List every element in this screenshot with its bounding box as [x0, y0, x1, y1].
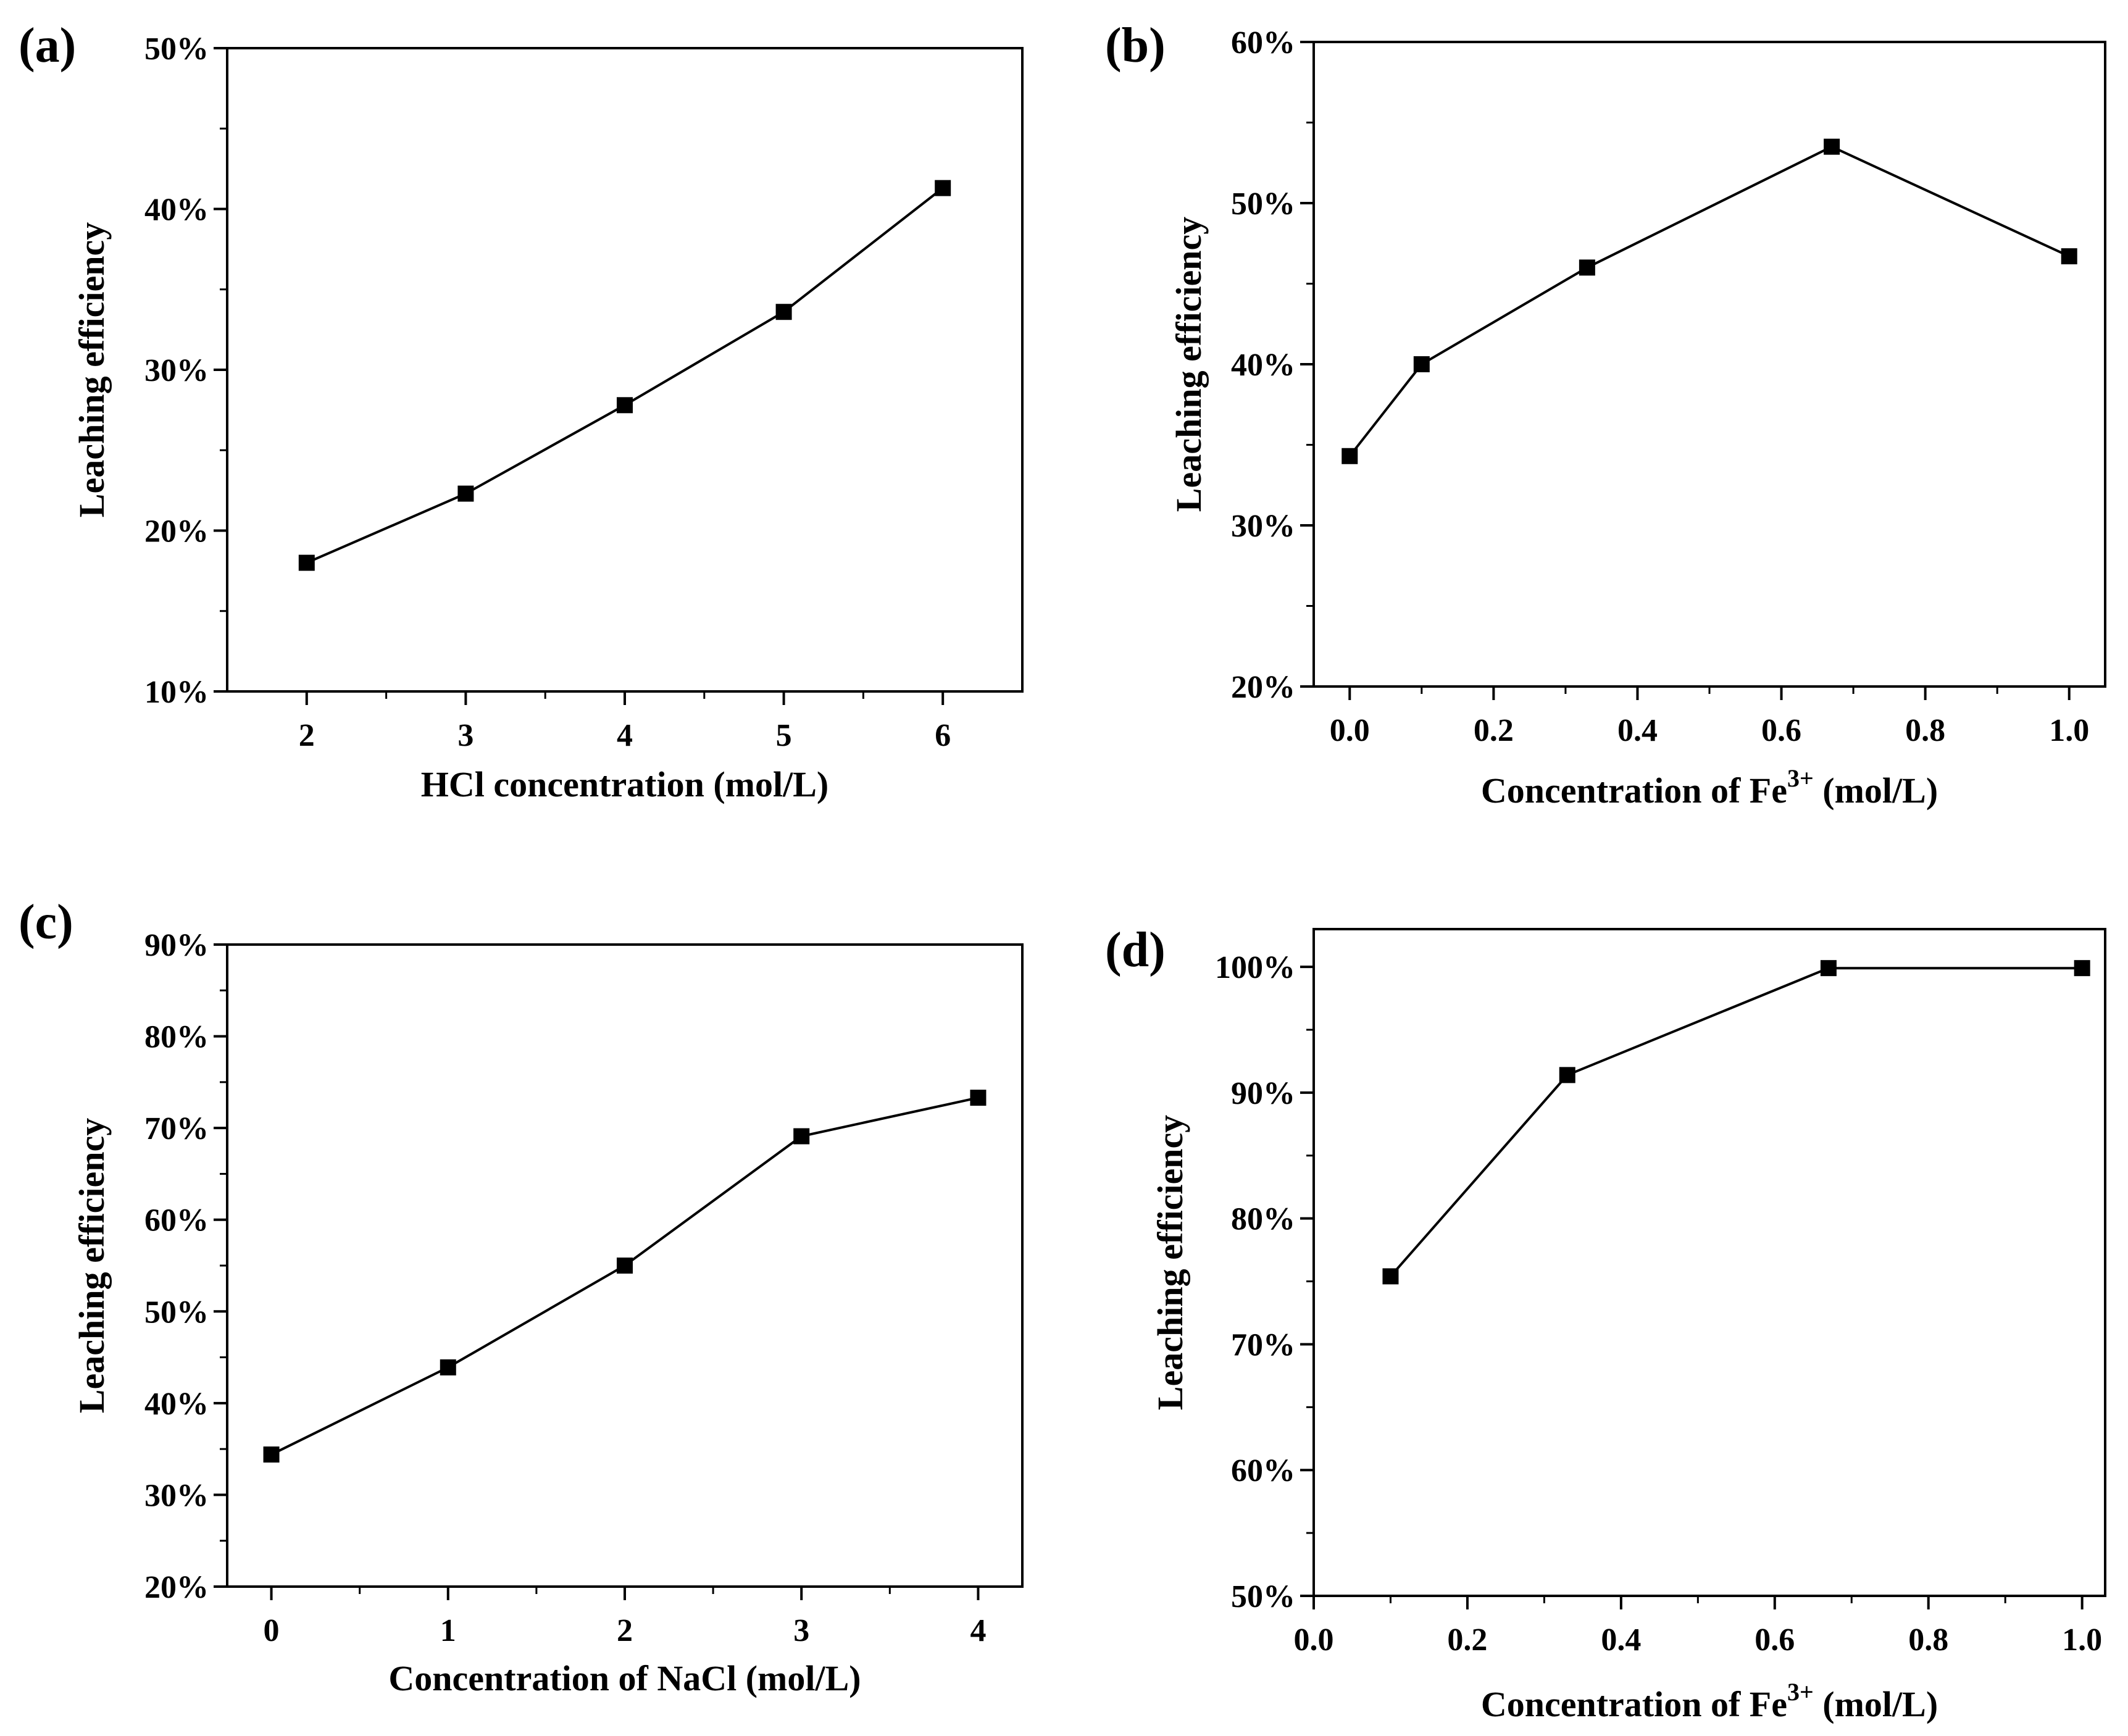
panel-d-series-line [1389, 967, 2082, 1277]
panel-c-y-tick-label: 90% [144, 928, 209, 963]
panel-b-plot-frame [1312, 41, 2106, 688]
panel-b-y-tick-label: 40% [1231, 348, 1295, 383]
panel-d-x-tick-label: 0.8 [1908, 1622, 1948, 1658]
panel-d-data-point [1820, 960, 1837, 977]
panel-c-data-point [617, 1258, 633, 1274]
panel-a-x-tick-label: 6 [935, 718, 951, 753]
panel-c-y-tick-label: 50% [144, 1295, 209, 1330]
panel-a: (a) 2 3 4 5 6 10% 20% 30% 40% 50% HCl concentration… [19, 19, 1024, 804]
panel-d-y-tick-label: 60% [1231, 1453, 1295, 1488]
panel-a-x-tick-label: 4 [617, 718, 633, 753]
panel-a-label: (a) [19, 19, 76, 73]
panel-a-data-point [617, 397, 633, 414]
panel-b-data-point [1341, 448, 1358, 464]
panel-a-y-tick-label: 10% [144, 675, 209, 710]
panel-b-data-point [1579, 259, 1595, 276]
panel-b-y-tick-label: 60% [1231, 25, 1295, 61]
panel-d: (d) 0.0 0.2 0.4 0.6 0.8 1.0 50% 60% 70% 80% 90% 100%… [1105, 923, 2106, 1724]
panel-d-x-tick-label: 0.6 [1755, 1622, 1795, 1658]
panel-c-x-tick-label: 1 [440, 1613, 456, 1648]
panel-b-x-tick-label: 1.0 [2049, 713, 2089, 748]
panel-d-data-point [2074, 960, 2090, 977]
panel-b-y-tick-label: 30% [1231, 509, 1295, 544]
panel-c-x-tick-label: 2 [617, 1613, 633, 1648]
panel-b-x-axis-label: Concentration of Fe3+ (mol/L) [1481, 764, 1938, 811]
panel-c-y-tick-label: 30% [144, 1478, 209, 1513]
panel-b: (b) 0.0 0.2 0.4 0.6 0.8 1.0 20% 30% 40% 50% 60% Conc… [1105, 19, 2106, 811]
panel-c-y-tick-label: 40% [144, 1387, 209, 1422]
panel-a-y-tick-label: 30% [144, 353, 209, 388]
panel-a-data-point [298, 554, 315, 571]
panel-b-y-tick-label: 20% [1231, 670, 1295, 705]
panel-c-series-line [270, 1096, 978, 1456]
panel-d-data-point [1559, 1067, 1575, 1083]
panel-b-x-tick-label: 0.8 [1905, 713, 1945, 748]
panel-c-data-point [793, 1128, 810, 1145]
panel-b-data-point [1413, 356, 1430, 372]
panel-b-data-point [2061, 248, 2077, 265]
panel-b-x-tick-label: 0.2 [1474, 713, 1514, 748]
panel-d-y-tick-label: 100% [1215, 950, 1295, 985]
panel-b-y-tick-label: 50% [1231, 186, 1295, 222]
panel-c-label: (c) [19, 895, 73, 949]
panel-c-data-point [263, 1446, 280, 1463]
panel-d-y-tick-label: 50% [1231, 1579, 1295, 1614]
panel-c-y-tick-label: 70% [144, 1111, 209, 1146]
panel-d-y-tick-label: 90% [1231, 1076, 1295, 1111]
panel-c-x-tick-label: 3 [793, 1613, 809, 1648]
panel-c: (c) 0 1 2 3 4 20% 30% 40% 50% 60% 70% 80% 90% Concentr… [19, 895, 1024, 1698]
panel-a-data-point [935, 180, 951, 196]
panel-b-x-tick-label: 0.0 [1330, 713, 1370, 748]
panel-d-label: (d) [1105, 923, 1166, 977]
panel-c-x-tick-label: 4 [970, 1613, 986, 1648]
panel-d-x-tick-label: 0.0 [1294, 1622, 1334, 1658]
panel-d-x-axis-label: Concentration of Fe3+ (mol/L) [1481, 1678, 1938, 1724]
panel-a-y-tick-label: 50% [144, 31, 209, 67]
panel-b-label: (b) [1105, 19, 1166, 73]
panel-a-data-point [457, 485, 474, 502]
panel-c-y-tick-label: 60% [144, 1203, 209, 1238]
panel-a-x-tick-label: 2 [299, 718, 315, 753]
panel-c-data-point [440, 1359, 456, 1375]
panel-d-y-axis-label: Leaching efficiency [1150, 1115, 1190, 1410]
panel-a-y-tick-label: 40% [144, 193, 209, 228]
panel-c-x-tick-label: 0 [264, 1613, 280, 1648]
panel-c-x-axis-label: Concentration of NaCl (mol/L) [388, 1658, 861, 1698]
panel-c-y-tick-label: 80% [144, 1020, 209, 1055]
panel-b-x-tick-label: 0.4 [1617, 713, 1658, 748]
panel-a-plot-frame [226, 47, 1024, 693]
panel-d-data-point [1382, 1268, 1399, 1285]
panel-d-plot-frame [1312, 928, 2106, 1597]
panel-a-x-tick-label: 3 [457, 718, 474, 753]
panel-b-y-axis-label: Leaching efficiency [1169, 217, 1209, 512]
panel-a-y-axis-label: Leaching efficiency [72, 222, 112, 517]
panel-b-x-tick-label: 0.6 [1761, 713, 1801, 748]
panel-b-data-point [1824, 138, 1840, 155]
panel-c-y-axis-label: Leaching efficiency [72, 1118, 112, 1413]
panel-c-data-point [970, 1090, 987, 1106]
panel-b-series-line [1348, 145, 2070, 457]
panel-a-y-tick-label: 20% [144, 514, 209, 549]
panel-d-x-tick-label: 0.2 [1447, 1622, 1487, 1658]
panel-d-y-tick-label: 80% [1231, 1202, 1295, 1237]
panel-d-y-tick-label: 70% [1231, 1327, 1295, 1363]
panel-a-series-line [306, 187, 944, 564]
panel-a-x-tick-label: 5 [776, 718, 792, 753]
panel-d-x-tick-label: 1.0 [2062, 1622, 2102, 1658]
panel-d-x-tick-label: 0.4 [1601, 1622, 1641, 1658]
panel-a-data-point [775, 304, 792, 320]
panel-c-y-tick-label: 20% [144, 1570, 209, 1605]
panel-a-x-axis-label: HCl concentration (mol/L) [421, 764, 828, 804]
